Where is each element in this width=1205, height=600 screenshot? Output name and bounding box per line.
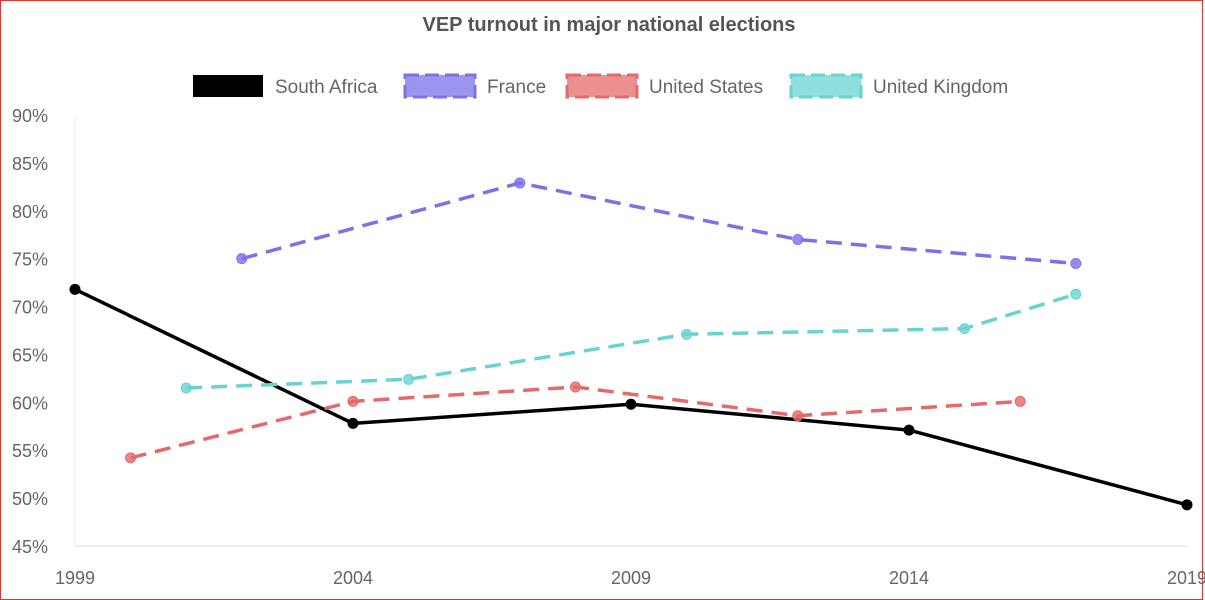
legend[interactable]: South Africa France United States United Ki… [193,73,1008,99]
legend-label: United States [649,77,763,98]
data-point[interactable] [792,234,804,246]
legend-label: France [487,77,546,98]
series-south-africa [69,283,1193,511]
legend-item[interactable]: France [403,73,546,99]
legend-swatch [789,73,863,99]
data-point[interactable] [69,283,81,295]
y-tick-label: 55% [12,441,48,461]
legend-swatch [565,73,639,99]
data-point[interactable] [625,398,637,410]
series-line [241,181,1076,266]
data-point[interactable] [569,381,581,393]
data-point[interactable] [180,382,192,394]
legend-item[interactable]: United States [565,73,763,99]
x-tick-label: 2009 [611,568,651,588]
data-point[interactable] [514,177,526,189]
x-tick-label: 2004 [333,568,373,588]
x-tick-label: 2019 [1167,568,1205,588]
data-point[interactable] [681,328,693,340]
legend-label: South Africa [275,77,378,98]
data-point[interactable] [959,323,971,335]
data-point[interactable] [347,395,359,407]
y-tick-label: 80% [12,202,48,222]
y-tick-label: 65% [12,345,48,365]
grid-layer [74,115,1187,547]
x-tick-label: 2014 [889,568,929,588]
data-point[interactable] [347,417,359,429]
y-tick-label: 45% [12,537,48,557]
axis-layer: 45% 50% 55% 60% 65% 70% 75% 80% 85% 90% 1999 2004 20… [12,106,1205,588]
y-tick-label: 60% [12,393,48,413]
legend-item[interactable]: United Kingdom [789,73,1008,99]
y-tick-label: 75% [12,250,48,270]
legend-swatch [403,73,477,99]
chart-title: VEP turnout in major national elections [422,14,796,36]
data-point[interactable] [1070,257,1082,269]
y-tick-label: 50% [12,489,48,509]
data-point[interactable] [403,373,415,385]
series-france [236,177,1082,269]
data-point[interactable] [1070,288,1082,300]
legend-swatch [193,75,263,97]
data-point[interactable] [1181,499,1193,511]
data-point[interactable] [125,452,137,464]
series-layer [69,177,1193,511]
x-tick-label: 1999 [55,568,95,588]
legend-label: United Kingdom [873,77,1008,98]
data-point[interactable] [236,253,248,265]
data-point[interactable] [792,410,804,422]
series-line [130,385,1021,460]
series-line [186,292,1077,390]
series-united-states [125,381,1026,464]
y-tick-label: 70% [12,298,48,318]
y-tick-label: 85% [12,154,48,174]
data-point[interactable] [903,424,915,436]
series-united-kingdom [180,288,1082,394]
y-tick-label: 90% [12,106,48,126]
legend-item[interactable]: South Africa [193,75,378,98]
data-point[interactable] [1014,395,1026,407]
